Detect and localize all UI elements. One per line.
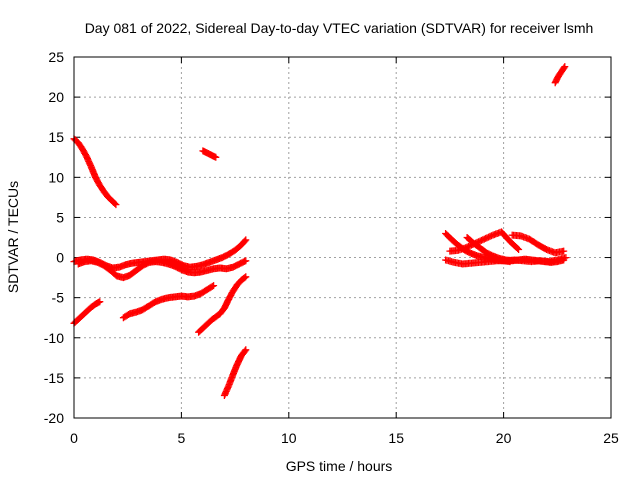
x-tick-label: 20 [496, 430, 512, 446]
x-axis-label: GPS time / hours [286, 458, 393, 474]
data-point-marker [514, 245, 522, 252]
data-point-marker [208, 282, 216, 290]
series-arc1 [70, 135, 120, 209]
data-point-marker [241, 274, 249, 282]
data-point-marker [561, 63, 569, 71]
x-tick-label: 0 [70, 430, 78, 446]
x-tick-label: 10 [281, 430, 297, 446]
data-point-marker [96, 298, 104, 306]
data-point-marker [242, 346, 250, 354]
x-tick-label: 15 [388, 430, 404, 446]
plot-frame [73, 56, 612, 419]
series-arc7 [199, 147, 220, 161]
data-point-marker [560, 256, 568, 264]
data-point-marker [242, 273, 250, 281]
data-point-marker [241, 347, 249, 355]
y-tick-label: -5 [52, 290, 65, 306]
y-tick-label: 20 [48, 89, 64, 105]
series-arc12 [463, 234, 568, 266]
data-point-marker [515, 246, 523, 253]
series-arc5 [119, 282, 218, 322]
data-point-marker [242, 257, 250, 265]
y-tick-label: 15 [48, 129, 64, 145]
y-tick-label: -10 [44, 330, 64, 346]
data-point-marker [241, 237, 249, 245]
data-point-marker [242, 236, 250, 244]
x-tick-label: 25 [603, 430, 619, 446]
series-arc8 [220, 346, 250, 399]
y-tick-label: -20 [44, 410, 64, 426]
data-point-marker [111, 200, 119, 207]
y-axis-label: SDTVAR / TECUs [5, 181, 21, 293]
data-point-marker [112, 201, 120, 209]
y-tick-label: 25 [48, 49, 64, 65]
series-arc2 [70, 298, 104, 327]
series-arc14 [551, 63, 569, 87]
x-tick-label: 5 [178, 430, 186, 446]
y-tick-label: -15 [44, 370, 64, 386]
data-point-marker [560, 64, 568, 72]
y-tick-label: 10 [48, 169, 64, 185]
series-arc13 [508, 231, 568, 257]
y-tick-label: 0 [56, 250, 64, 266]
series-arc6 [195, 273, 250, 336]
y-tick-label: 5 [56, 209, 64, 225]
chart-title: Day 081 of 2022, Sidereal Day-to-day VTE… [85, 20, 594, 36]
plot-area [70, 63, 570, 399]
axis-ticks: 0 5 10 15 20 25 -20 -15 -10 -5 0 5 10 15 20 25 [44, 49, 619, 446]
series-arc4 [74, 257, 250, 282]
data-point-marker [560, 247, 568, 255]
data-point-marker [212, 153, 220, 161]
data-point-marker [210, 282, 218, 290]
